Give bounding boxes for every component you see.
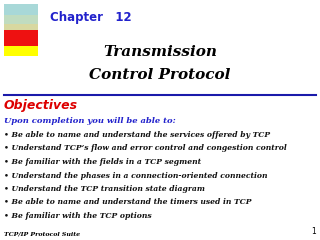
Bar bbox=[4, 4, 38, 15]
Text: Chapter   12: Chapter 12 bbox=[50, 12, 132, 24]
Bar bbox=[4, 15, 38, 24]
Text: Transmission: Transmission bbox=[103, 45, 217, 59]
Text: Objectives: Objectives bbox=[4, 100, 78, 113]
Bar bbox=[4, 30, 38, 46]
Text: TCP/IP Protocol Suite: TCP/IP Protocol Suite bbox=[4, 231, 80, 236]
Bar bbox=[4, 46, 38, 56]
Text: • Understand the TCP transition state diagram: • Understand the TCP transition state di… bbox=[4, 185, 205, 193]
Text: Upon completion you will be able to:: Upon completion you will be able to: bbox=[4, 117, 176, 125]
Text: • Understand the phases in a connection-oriented connection: • Understand the phases in a connection-… bbox=[4, 172, 268, 180]
Text: • Be able to name and understand the services offered by TCP: • Be able to name and understand the ser… bbox=[4, 131, 270, 139]
Text: Control Protocol: Control Protocol bbox=[89, 68, 231, 82]
Text: • Be familiar with the TCP options: • Be familiar with the TCP options bbox=[4, 212, 152, 220]
Bar bbox=[4, 24, 38, 30]
Text: • Be able to name and understand the timers used in TCP: • Be able to name and understand the tim… bbox=[4, 198, 252, 206]
Text: 1: 1 bbox=[311, 227, 316, 236]
Text: • Understand TCP’s flow and error control and congestion control: • Understand TCP’s flow and error contro… bbox=[4, 144, 287, 152]
Text: • Be familiar with the fields in a TCP segment: • Be familiar with the fields in a TCP s… bbox=[4, 158, 201, 166]
